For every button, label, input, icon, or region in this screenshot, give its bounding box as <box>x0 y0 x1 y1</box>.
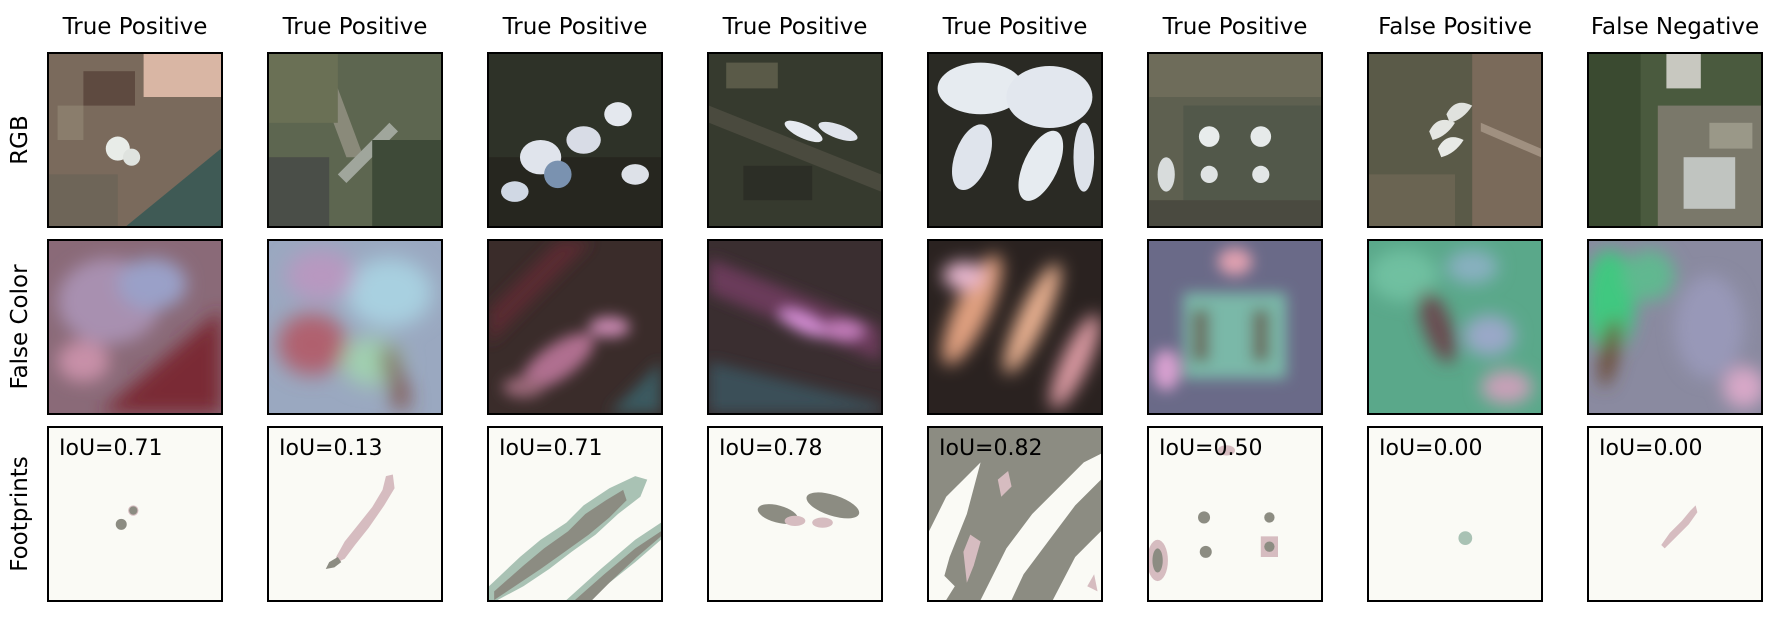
column-title: True Positive <box>1162 14 1308 40</box>
row-label-footprints: Footprints <box>7 456 33 572</box>
rgb-image-panel <box>1587 52 1763 228</box>
footprint-panel: IoU=0.78 <box>707 426 883 602</box>
iou-label: IoU=0.71 <box>59 436 163 461</box>
iou-label: IoU=0.78 <box>719 436 823 461</box>
column-title: True Positive <box>502 14 648 40</box>
row-label-rgb: RGB <box>7 115 33 165</box>
footprint-panel: IoU=0.71 <box>487 426 663 602</box>
iou-label: IoU=0.00 <box>1599 436 1703 461</box>
row-label-false-color: False Color <box>7 264 33 390</box>
column-title: True Positive <box>62 14 208 40</box>
column-title: True Positive <box>282 14 428 40</box>
column-title: True Positive <box>722 14 868 40</box>
iou-label: IoU=0.00 <box>1379 436 1483 461</box>
false-color-image-panel <box>1147 239 1323 415</box>
footprint-panel: IoU=0.50 <box>1147 426 1323 602</box>
false-color-image-panel <box>1587 239 1763 415</box>
rgb-image-panel <box>927 52 1103 228</box>
footprint-panel: IoU=0.82 <box>927 426 1103 602</box>
iou-label: IoU=0.71 <box>499 436 603 461</box>
iou-label: IoU=0.13 <box>279 436 383 461</box>
footprint-panel: IoU=0.00 <box>1367 426 1543 602</box>
footprint-panel: IoU=0.71 <box>47 426 223 602</box>
iou-label: IoU=0.50 <box>1159 436 1263 461</box>
column-title: False Positive <box>1378 14 1532 40</box>
rgb-image-panel <box>707 52 883 228</box>
false-color-image-panel <box>927 239 1103 415</box>
rgb-image-panel <box>1147 52 1323 228</box>
rgb-image-panel <box>267 52 443 228</box>
rgb-image-panel <box>487 52 663 228</box>
iou-label: IoU=0.82 <box>939 436 1043 461</box>
false-color-image-panel <box>47 239 223 415</box>
false-color-image-panel <box>487 239 663 415</box>
false-color-image-panel <box>707 239 883 415</box>
rgb-image-panel <box>47 52 223 228</box>
rgb-image-panel <box>1367 52 1543 228</box>
false-color-image-panel <box>267 239 443 415</box>
column-title: True Positive <box>942 14 1088 40</box>
false-color-image-panel <box>1367 239 1543 415</box>
footprint-panel: IoU=0.00 <box>1587 426 1763 602</box>
footprint-panel: IoU=0.13 <box>267 426 443 602</box>
column-title: False Negative <box>1590 14 1760 40</box>
